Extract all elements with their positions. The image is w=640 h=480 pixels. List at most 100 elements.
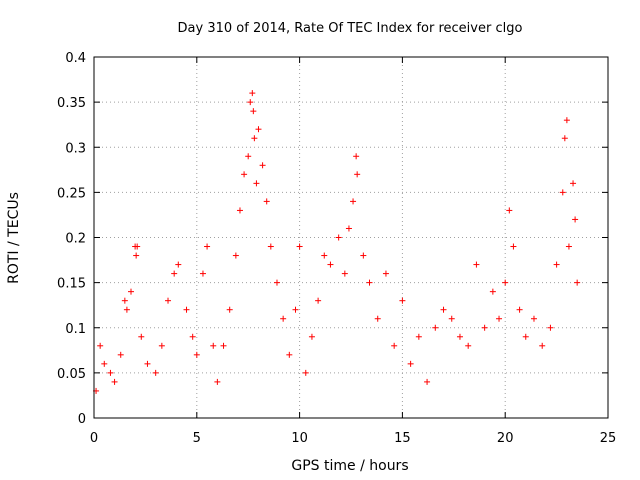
data-point [249,90,256,97]
data-point [107,369,114,376]
data-point [496,315,503,322]
data-point [165,297,172,304]
data-point [175,261,182,268]
data-point [547,324,554,331]
data-point [522,333,529,340]
data-point [226,306,233,313]
data-point [565,243,572,250]
data-point [354,171,361,178]
data-point [128,288,135,295]
data-point [374,315,381,322]
data-point [296,243,303,250]
data-point [193,351,200,358]
data-point [572,216,579,223]
data-point [399,297,406,304]
x-axis-label: GPS time / hours [291,458,408,474]
y-tick-label: 0.15 [57,277,86,292]
data-point [273,279,280,286]
data-point [253,180,260,187]
y-tick-label: 0 [78,412,86,427]
data-point [366,279,373,286]
data-point [510,243,517,250]
data-point [133,252,140,259]
data-point [465,342,472,349]
y-tick-label: 0.4 [65,51,86,66]
data-point [241,171,248,178]
data-point [97,342,104,349]
data-point [391,342,398,349]
data-point [448,315,455,322]
data-point [117,351,124,358]
data-point [232,252,239,259]
data-point [245,153,252,160]
data-point [530,315,537,322]
data-point [199,270,206,277]
data-point [502,279,509,286]
data-point [574,279,581,286]
data-point [407,360,414,367]
data-point [327,261,334,268]
y-tick-label: 0.1 [65,322,86,337]
data-point [553,261,560,268]
data-point [214,378,221,385]
data-point [138,333,145,340]
data-point [321,252,328,259]
y-tick-label: 0.25 [57,186,86,201]
y-axis-label: ROTI / TECUs [6,192,22,284]
data-point [563,117,570,124]
data-point [280,315,287,322]
data-point [350,198,357,205]
data-point [432,324,439,331]
y-tick-label: 0.2 [65,232,86,247]
data-point [204,243,211,250]
data-point [308,333,315,340]
data-point [456,333,463,340]
data-point [341,270,348,277]
data-point [415,333,422,340]
x-tick-label: 20 [497,431,514,446]
data-point [171,270,178,277]
data-point [315,297,322,304]
data-point [353,153,360,160]
data-point [286,351,293,358]
x-tick-label: 25 [600,431,617,446]
x-tick-label: 0 [90,431,98,446]
data-points [93,90,581,394]
data-point [302,369,309,376]
data-point [123,306,130,313]
data-point [345,225,352,232]
data-point [263,198,270,205]
data-point [489,288,496,295]
data-point [111,378,118,385]
data-point [101,360,108,367]
data-point [292,306,299,313]
data-point [158,342,165,349]
axis-ticks: 0 0.05 0.1 0.15 0.2 0.25 0.3 0.35 0.4 0 5 10 15 20 25 [57,51,616,446]
data-point [506,207,513,214]
data-point [559,189,566,196]
data-point [121,297,128,304]
data-point [440,306,447,313]
data-point [152,369,159,376]
data-point [473,261,480,268]
y-tick-label: 0.05 [57,367,86,382]
data-point [250,108,257,115]
grid [94,57,608,418]
data-point [183,306,190,313]
data-point [134,243,141,250]
x-tick-label: 15 [394,431,411,446]
data-point [255,126,262,133]
data-point [144,360,151,367]
data-point [251,135,258,142]
data-point [570,180,577,187]
data-point [481,324,488,331]
data-point [259,162,266,169]
data-point [247,99,254,106]
y-tick-label: 0.35 [57,96,86,111]
data-point [189,333,196,340]
data-point [236,207,243,214]
data-point [220,342,227,349]
data-point [561,135,568,142]
y-tick-label: 0.3 [65,141,86,156]
